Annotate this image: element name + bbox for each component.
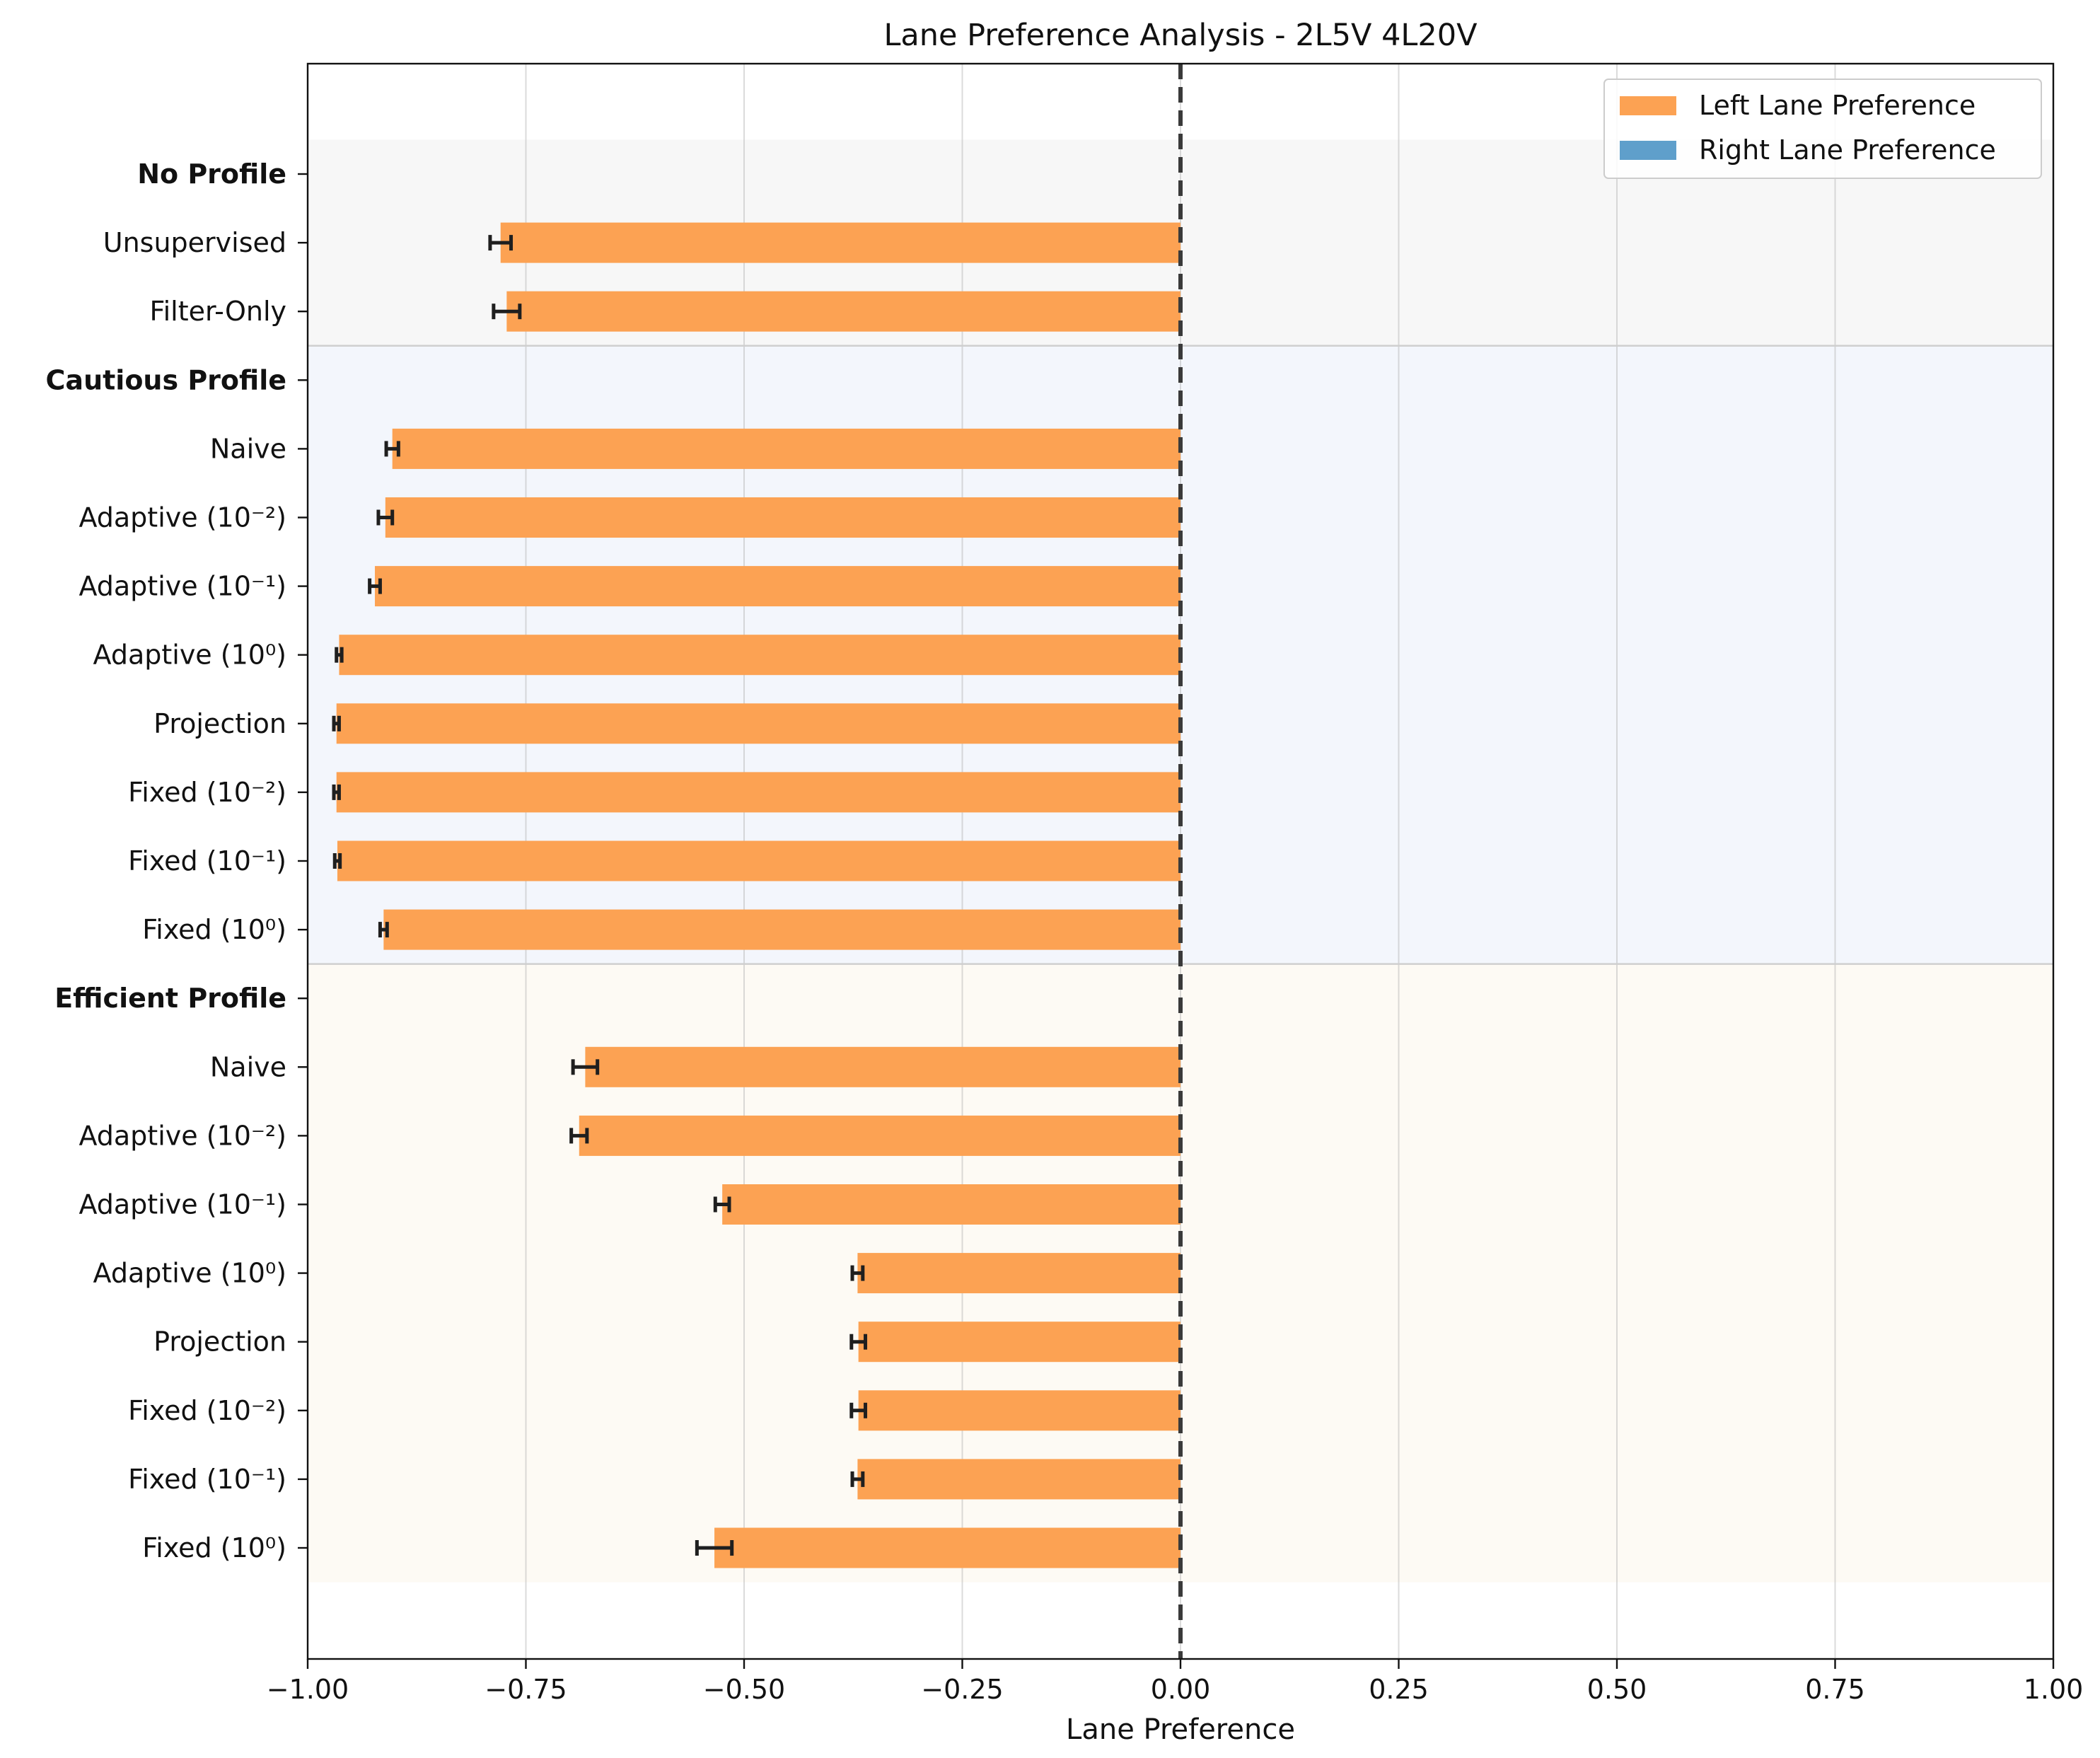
x-tick-label: −1.00 bbox=[267, 1674, 349, 1705]
bar bbox=[858, 1390, 1180, 1431]
bar bbox=[392, 428, 1180, 469]
bar bbox=[579, 1115, 1180, 1156]
x-tick-label: −0.25 bbox=[921, 1674, 1003, 1705]
x-tick-label: 0.25 bbox=[1369, 1674, 1429, 1705]
x-tick-label: 1.00 bbox=[2024, 1674, 2084, 1705]
bar bbox=[383, 909, 1181, 950]
row-label: Adaptive (10⁻¹) bbox=[79, 571, 286, 602]
chart-title: Lane Preference Analysis - 2L5V 4L20V bbox=[883, 18, 1478, 53]
group-header-label: No Profile bbox=[137, 158, 286, 190]
y-axis-ticks: No Profile Unsupervised Filter-Only Cautiou… bbox=[46, 158, 308, 1563]
row-label: Fixed (10⁻²) bbox=[128, 777, 286, 808]
x-tick-label: 0.75 bbox=[1805, 1674, 1865, 1705]
row-label: Adaptive (10⁻²) bbox=[79, 502, 286, 533]
bar bbox=[336, 772, 1181, 813]
legend-box bbox=[1603, 79, 2042, 179]
bar bbox=[375, 566, 1180, 607]
x-tick-label: 0.00 bbox=[1151, 1674, 1211, 1705]
row-label: Fixed (10⁻¹) bbox=[128, 1464, 286, 1495]
bars bbox=[336, 222, 1181, 1568]
row-label: Adaptive (10⁻¹) bbox=[79, 1189, 286, 1220]
x-tick-label: −0.50 bbox=[703, 1674, 785, 1705]
row-label: Fixed (10⁻²) bbox=[128, 1395, 286, 1426]
legend-swatch-right-lane bbox=[1620, 141, 1676, 160]
bar bbox=[336, 703, 1181, 744]
x-axis-ticks: −1.00 −0.75 −0.50 −0.25 0.00 0.25 0.50 0.75 1.00 bbox=[267, 1659, 2084, 1705]
bar bbox=[337, 840, 1180, 881]
error-bars bbox=[332, 235, 868, 1556]
bar bbox=[857, 1459, 1180, 1500]
bar bbox=[585, 1046, 1180, 1087]
bar bbox=[857, 1253, 1180, 1294]
bar bbox=[858, 1322, 1180, 1363]
row-label: Adaptive (10⁰) bbox=[93, 640, 287, 671]
bar bbox=[385, 497, 1181, 538]
x-tick-label: 0.50 bbox=[1587, 1674, 1647, 1705]
x-tick-label: −0.75 bbox=[485, 1674, 567, 1705]
row-label: Naive bbox=[210, 1051, 286, 1082]
bar bbox=[506, 291, 1180, 332]
bar bbox=[339, 635, 1180, 676]
legend-swatch-left-lane bbox=[1620, 96, 1676, 115]
row-label: Adaptive (10⁻²) bbox=[79, 1120, 286, 1151]
bar bbox=[500, 222, 1180, 263]
group-header-label: Cautious Profile bbox=[46, 364, 286, 395]
legend-label-left-lane: Left Lane Preference bbox=[1699, 90, 1976, 121]
legend-label-right-lane: Right Lane Preference bbox=[1699, 134, 1996, 166]
group-header-label: Efficient Profile bbox=[54, 983, 286, 1014]
row-label: Fixed (10⁻¹) bbox=[128, 845, 286, 877]
row-label: Fixed (10⁰) bbox=[142, 914, 286, 945]
row-label: Unsupervised bbox=[103, 227, 286, 258]
bar bbox=[714, 1527, 1180, 1568]
row-label: Projection bbox=[153, 1326, 286, 1358]
legend: Left Lane Preference Right Lane Preferen… bbox=[1603, 79, 2042, 179]
bar bbox=[722, 1184, 1180, 1225]
row-label: Adaptive (10⁰) bbox=[93, 1258, 287, 1289]
row-label: Fixed (10⁰) bbox=[142, 1532, 286, 1563]
row-label: Projection bbox=[153, 708, 286, 739]
x-axis-title: Lane Preference bbox=[1066, 1713, 1295, 1746]
row-label: Naive bbox=[210, 433, 286, 464]
row-label: Filter-Only bbox=[150, 296, 287, 327]
